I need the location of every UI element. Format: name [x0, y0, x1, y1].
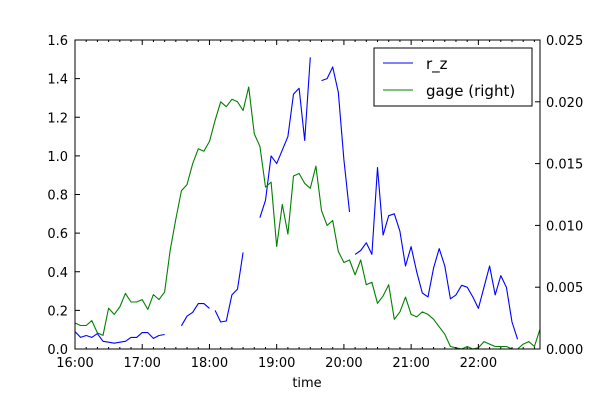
y-left-tick-label: 1.4	[47, 73, 68, 88]
x-tick-label: 16:00	[56, 356, 93, 371]
x-tick-label: 21:00	[392, 356, 429, 371]
y-right-tick-label: 0.025	[546, 34, 583, 49]
y-left-tick-label: 0.8	[47, 189, 68, 204]
x-axis-label: time	[292, 376, 321, 391]
y-left-tick-label: 0.0	[47, 343, 68, 358]
y-right-tick-label: 0.015	[546, 158, 583, 173]
y-right-tick-label: 0.020	[546, 96, 583, 111]
y-left-tick-label: 0.6	[47, 227, 68, 242]
y-right-tick-label: 0.005	[546, 281, 583, 296]
x-tick-label: 20:00	[325, 356, 362, 371]
legend: r_z gage (right)	[374, 48, 532, 106]
x-tick-label: 22:00	[460, 356, 497, 371]
y-left-tick-label: 1.0	[47, 150, 68, 165]
x-tick-label: 18:00	[191, 356, 228, 371]
y-left-tick-label: 1.2	[47, 111, 68, 126]
y-left-tick-label: 1.6	[47, 34, 68, 49]
legend-label-r-z: r_z	[426, 55, 448, 74]
x-tick-label: 17:00	[123, 356, 160, 371]
legend-label-gage: gage (right)	[426, 82, 515, 100]
y-left-tick-label: 0.2	[47, 304, 68, 319]
y-left-tick-label: 0.4	[47, 266, 68, 281]
y-right-tick-label: 0.000	[546, 343, 583, 358]
x-tick-label: 19:00	[258, 356, 295, 371]
y-right-tick-label: 0.010	[546, 219, 583, 234]
